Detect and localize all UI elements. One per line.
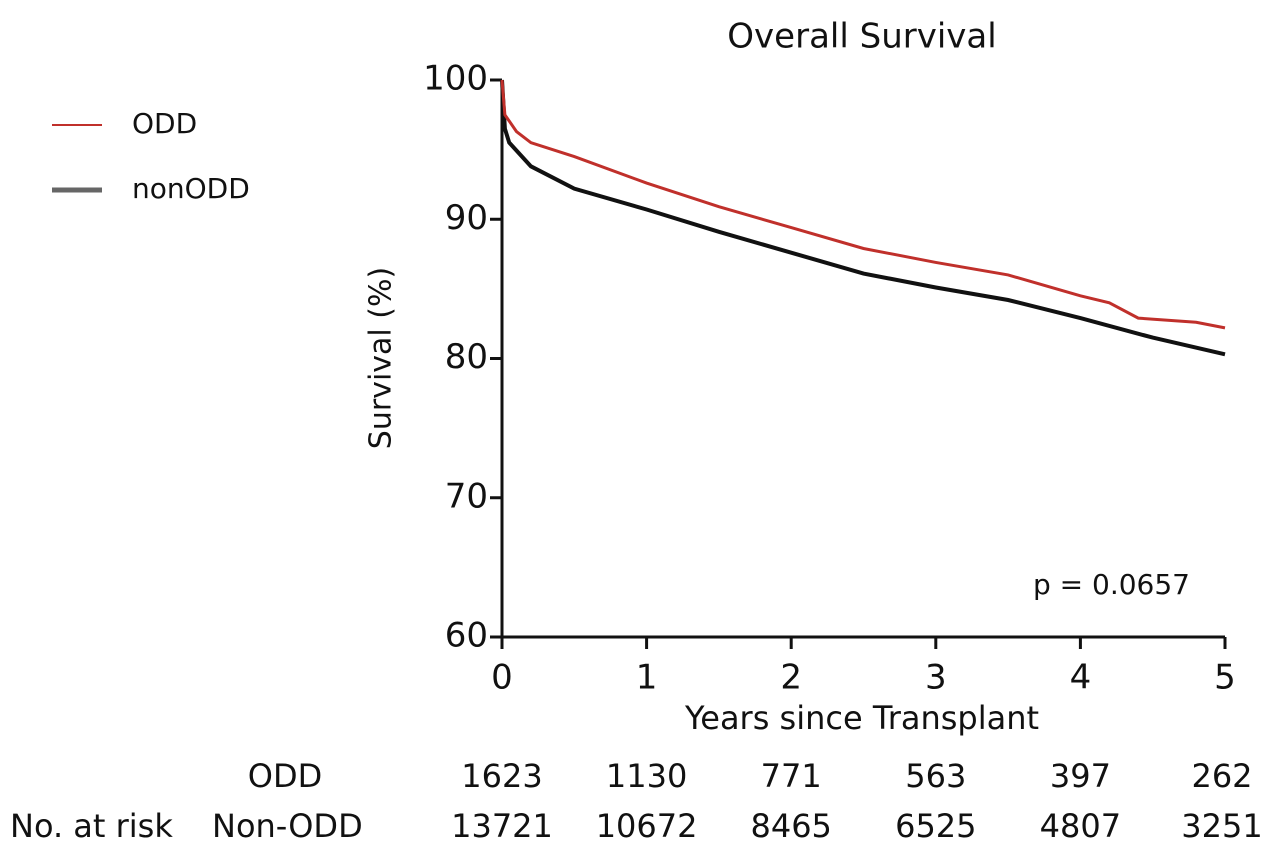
x-tick-label: 0 — [491, 658, 513, 698]
risk-value: 563 — [905, 757, 966, 795]
x-tick-label: 1 — [636, 658, 658, 698]
risk-value: 397 — [1050, 757, 1111, 795]
y-axis-label: Survival (%) — [364, 267, 399, 449]
y-tick-label: 60 — [445, 616, 488, 656]
risk-value: 6525 — [895, 807, 976, 845]
risk-value: 13721 — [451, 807, 553, 845]
x-tick-label: 3 — [925, 658, 947, 698]
x-axis-label: Years since Transplant — [684, 699, 1039, 737]
chart-title: Overall Survival — [727, 17, 996, 57]
survival-curve — [500, 79, 1226, 357]
risk-value: 3251 — [1181, 807, 1262, 845]
y-tick-label: 80 — [445, 337, 488, 377]
legend-label: ODD — [132, 107, 197, 140]
risk-value: 771 — [761, 757, 822, 795]
x-tick-label: 5 — [1214, 658, 1236, 698]
y-tick-label: 100 — [423, 59, 488, 99]
risk-row-label: ODD — [248, 757, 322, 795]
legend-label: nonODD — [132, 172, 250, 205]
x-tick-label: 2 — [780, 658, 802, 698]
risk-value: 1130 — [606, 757, 687, 795]
risk-row-label: Non-ODD — [212, 807, 363, 845]
risk-value: 8465 — [750, 807, 831, 845]
risk-value: 262 — [1191, 757, 1252, 795]
x-tick-label: 4 — [1070, 658, 1092, 698]
y-tick-label: 90 — [445, 198, 488, 238]
risk-value: 1623 — [461, 757, 542, 795]
p-value: p = 0.0657 — [1033, 568, 1190, 601]
risk-table-title: No. at risk — [10, 807, 173, 845]
risk-value: 4807 — [1040, 807, 1121, 845]
risk-value: 10672 — [596, 807, 698, 845]
y-tick-label: 70 — [445, 476, 488, 516]
survival-curve — [500, 79, 1226, 330]
